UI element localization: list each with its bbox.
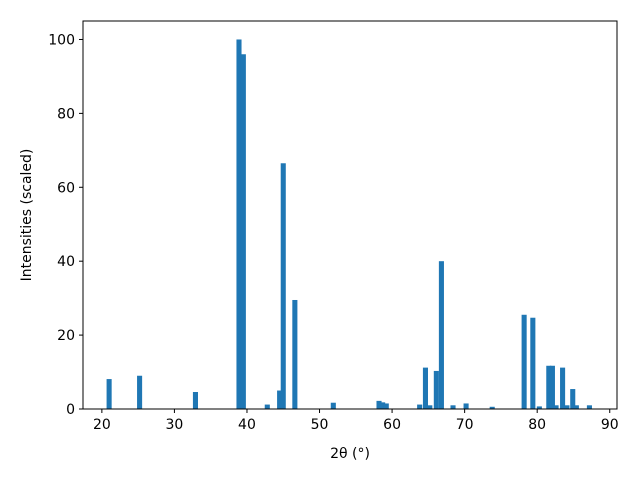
x-tick-label: 90 <box>601 417 619 433</box>
bar <box>106 379 112 409</box>
x-tick-label: 40 <box>238 417 256 433</box>
x-tick-label: 30 <box>166 417 184 433</box>
y-tick-label: 80 <box>57 106 75 122</box>
bar <box>570 389 576 409</box>
bar <box>330 402 336 409</box>
bar <box>417 404 423 409</box>
y-tick-label: 60 <box>57 180 75 196</box>
bar <box>586 405 592 409</box>
bar <box>240 54 246 409</box>
bar <box>489 406 495 409</box>
y-tick-label: 40 <box>57 254 75 270</box>
bar <box>192 392 198 409</box>
y-axis-label: Intensities (scaled) <box>19 149 35 282</box>
bar <box>438 261 444 409</box>
x-tick-label: 60 <box>383 417 401 433</box>
bar <box>573 405 579 409</box>
bar <box>292 299 298 409</box>
y-tick-label: 20 <box>57 328 75 344</box>
x-tick-label: 80 <box>528 417 546 433</box>
bar <box>549 365 555 409</box>
bar <box>530 317 536 409</box>
x-tick-label: 70 <box>456 417 474 433</box>
bar <box>521 314 527 409</box>
bar <box>463 403 469 409</box>
bar <box>536 406 542 409</box>
bar <box>450 405 456 409</box>
bar <box>560 367 566 409</box>
bar <box>277 390 283 409</box>
bar <box>137 375 143 409</box>
bar <box>433 370 439 409</box>
x-tick-label: 20 <box>93 417 111 433</box>
bar <box>564 405 570 409</box>
y-tick-label: 0 <box>66 402 75 418</box>
y-tick-label: 100 <box>48 32 75 48</box>
bar <box>264 404 270 409</box>
bar <box>553 405 559 409</box>
plot-frame <box>82 20 618 410</box>
bar <box>236 39 242 409</box>
bar <box>546 365 552 409</box>
bar <box>383 403 389 409</box>
bar <box>380 402 386 409</box>
bar <box>427 405 433 409</box>
x-axis-label: 2θ (°) <box>330 446 370 462</box>
bar <box>376 400 382 409</box>
bar <box>422 367 428 409</box>
x-tick-label: 50 <box>311 417 329 433</box>
bar <box>280 163 286 409</box>
